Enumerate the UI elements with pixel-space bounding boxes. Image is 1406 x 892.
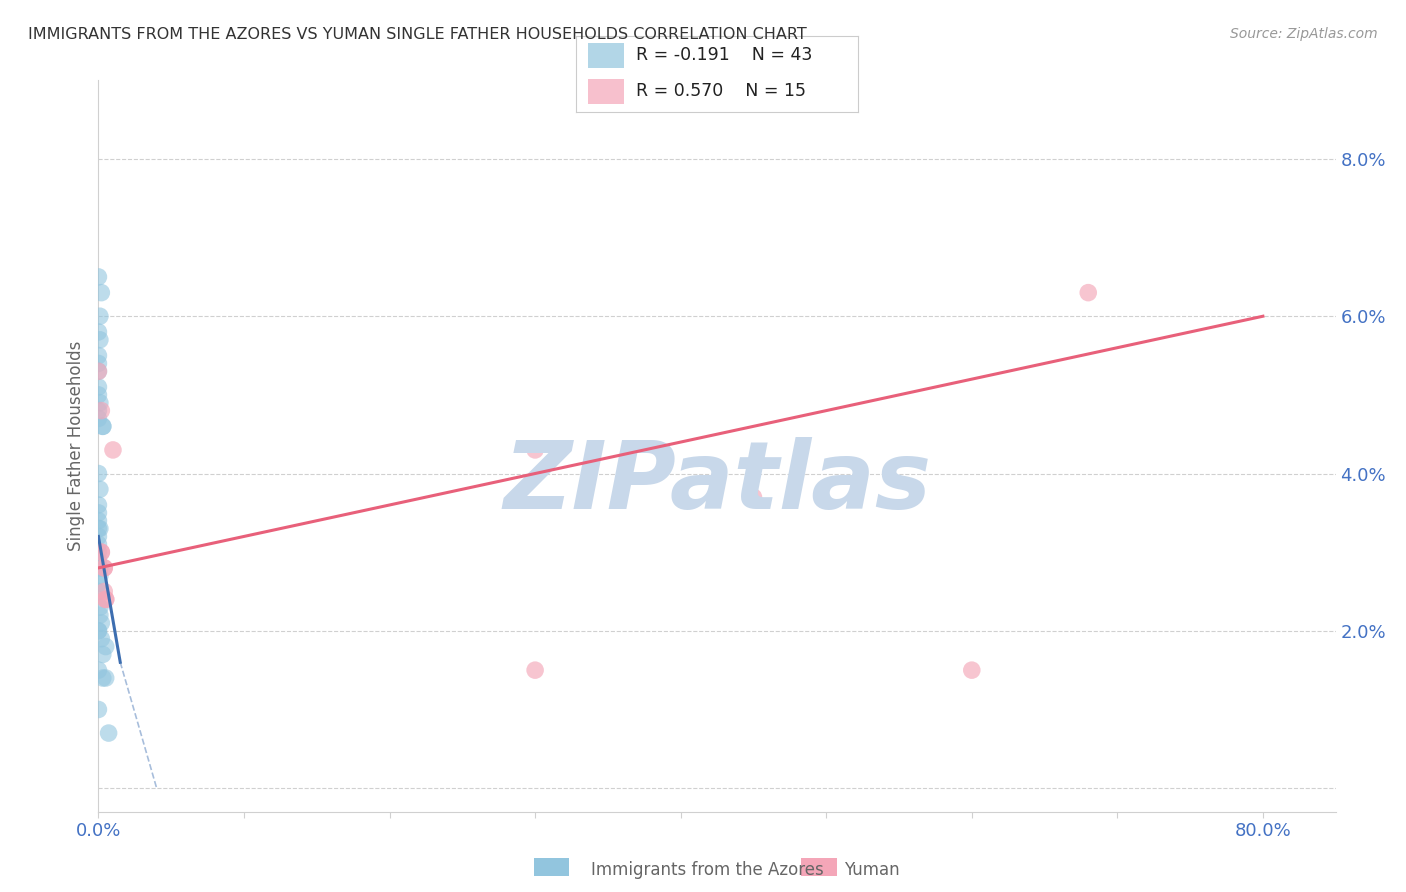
Point [97,726,120,740]
Point [89,561,111,575]
Point [87,514,110,528]
Point [87,553,110,567]
Point [90,545,112,559]
Point [94,640,117,654]
Point [93,561,115,575]
Point [94,592,117,607]
Text: R = -0.191    N = 43: R = -0.191 N = 43 [636,46,811,64]
Point [87,702,110,716]
Point [87,388,110,402]
Point [89,310,111,324]
Point [89,482,111,496]
Point [87,349,110,363]
Text: IMMIGRANTS FROM THE AZORES VS YUMAN SINGLE FATHER HOUSEHOLDS CORRELATION CHART: IMMIGRANTS FROM THE AZORES VS YUMAN SING… [28,27,807,42]
Point [87,411,110,425]
Point [90,285,112,300]
Text: Immigrants from the Azores: Immigrants from the Azores [591,861,824,879]
Point [87,529,110,543]
Point [960,663,983,677]
Point [91,648,114,662]
Text: ZIPatlas: ZIPatlas [503,436,931,529]
Point [1077,285,1099,300]
Point [87,364,110,378]
Point [524,442,547,457]
Point [89,333,111,347]
Point [87,380,110,394]
Point [87,584,110,599]
Point [87,364,110,378]
Point [89,608,111,623]
Point [87,498,110,512]
Point [89,568,111,582]
Point [90,545,112,559]
Point [89,600,111,615]
Point [87,269,110,284]
Point [94,592,117,607]
Text: R = 0.570    N = 15: R = 0.570 N = 15 [636,82,806,101]
Point [87,506,110,520]
Text: Source: ZipAtlas.com: Source: ZipAtlas.com [1230,27,1378,41]
Point [87,624,110,638]
Point [91,671,114,685]
Point [91,419,114,434]
Point [91,419,114,434]
Point [87,545,110,559]
Point [89,522,111,536]
Point [94,671,117,685]
Bar [588,43,624,68]
Point [87,325,110,339]
Point [87,467,110,481]
Point [90,632,112,646]
Point [89,396,111,410]
Text: Yuman: Yuman [844,861,900,879]
Point [90,615,112,630]
Point [90,403,112,417]
Y-axis label: Single Father Households: Single Father Households [67,341,86,551]
Point [101,442,124,457]
Point [87,403,110,417]
Point [87,624,110,638]
Point [87,663,110,677]
Point [87,356,110,370]
Point [524,663,547,677]
Point [93,561,115,575]
Point [87,576,110,591]
Point [87,537,110,551]
Point [87,522,110,536]
Point [742,490,765,504]
Point [93,584,115,599]
Bar [588,78,624,104]
